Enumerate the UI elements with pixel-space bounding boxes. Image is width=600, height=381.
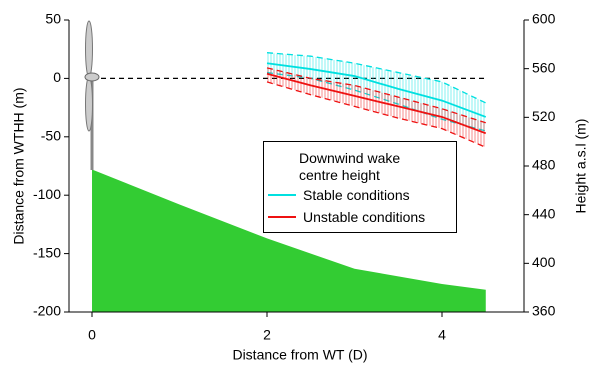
legend-item: Stable conditions <box>268 184 456 206</box>
series-line <box>266 72 487 135</box>
series-line <box>266 62 487 118</box>
band-upper-line <box>266 67 486 124</box>
band-lower-line <box>266 81 487 148</box>
y-tick-label: 50 <box>45 11 61 27</box>
legend-label: Unstable conditions <box>303 209 426 225</box>
band-upper-line <box>266 52 487 104</box>
axes: 50 0 -50 -100 -150 -200 600 560 520 480 440 400 360 0… <box>33 11 556 343</box>
x-tick-label: 2 <box>263 327 271 343</box>
y2-axis-label: Height a.s.l (m) <box>573 119 589 214</box>
y2-tick-label: 400 <box>532 254 556 270</box>
y2-tick-label: 560 <box>532 59 556 75</box>
legend-swatch <box>268 216 296 218</box>
x-tick-label: 0 <box>88 327 96 343</box>
turbine-icon <box>84 20 100 170</box>
y-axis-label: Distance from WTHH (m) <box>11 87 27 244</box>
terrain-area <box>92 169 486 312</box>
y2-tick-label: 520 <box>532 108 556 124</box>
x-tick-label: 4 <box>438 327 446 343</box>
y-tick-label: -50 <box>41 128 61 144</box>
legend-title: Downwind wake centre height <box>299 150 401 183</box>
legend-swatch <box>268 194 296 196</box>
legend-item: Unstable conditions <box>268 206 456 228</box>
y2-tick-label: 440 <box>532 205 556 221</box>
y2-tick-label: 480 <box>532 157 556 173</box>
y2-tick-label: 600 <box>532 11 556 27</box>
y-tick-label: -100 <box>33 186 61 202</box>
y-tick-label: -150 <box>33 244 61 260</box>
x-axis-label: Distance from WT (D) <box>232 347 367 363</box>
y-tick-label: -200 <box>33 303 61 319</box>
plot-area <box>92 52 487 312</box>
legend: Downwind wake centre height Stable condi… <box>263 141 457 233</box>
legend-label: Stable conditions <box>303 187 410 203</box>
y-tick-label: 0 <box>53 69 61 85</box>
y2-tick-label: 360 <box>532 303 556 319</box>
